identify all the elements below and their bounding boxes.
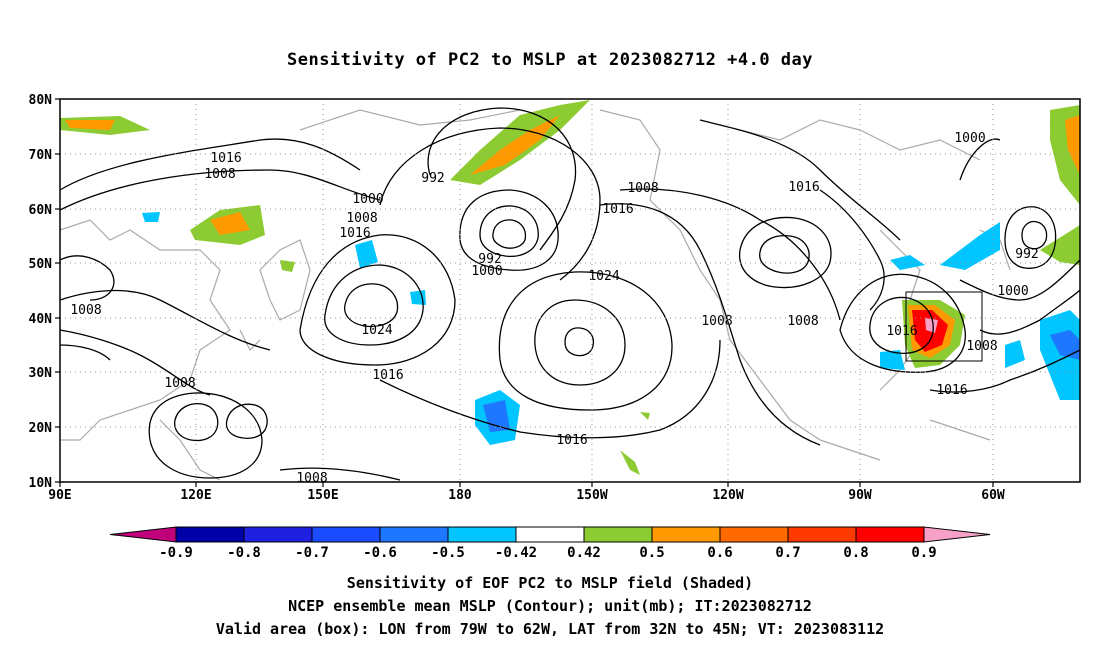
lat-label: 50N — [29, 257, 53, 272]
colorbar-arrow-high — [923, 526, 991, 543]
contour-label: 1000 — [997, 284, 1028, 299]
contour-label: 1008 — [204, 167, 235, 182]
colorbar-label: 0.5 — [639, 545, 664, 561]
contour-label: 1016 — [788, 180, 819, 195]
contour-label: 1016 — [936, 383, 967, 398]
colorbar-label: 0.6 — [707, 545, 732, 561]
colorbar-label: 0.42 — [567, 545, 601, 561]
contour-label: 1008 — [346, 211, 377, 226]
colorbar-label: -0.6 — [363, 545, 397, 561]
lat-label: 20N — [29, 421, 53, 436]
colorbar-swatch — [243, 526, 313, 543]
caption-contour: NCEP ensemble mean MSLP (Contour); unit(… — [288, 597, 812, 615]
colorbar-swatch — [311, 526, 381, 543]
lat-label: 10N — [29, 476, 53, 491]
contour-label: 1016 — [339, 226, 370, 241]
contour-label: 992 — [1015, 247, 1038, 262]
contour-label: 1016 — [210, 151, 241, 166]
caption-shading: Sensitivity of EOF PC2 to MSLP field (Sh… — [346, 574, 754, 592]
lat-label: 70N — [29, 148, 53, 163]
longitude-labels: 90E 120E 150E 180 150W 120W 90W 60W — [48, 488, 1005, 503]
colorbar-label: -0.9 — [159, 545, 193, 561]
lat-label: 40N — [29, 312, 53, 327]
contour-label: 992 — [421, 171, 444, 186]
lon-label: 60W — [981, 488, 1005, 503]
lon-label: 180 — [448, 488, 472, 503]
colorbar-label: -0.5 — [431, 545, 465, 561]
colorbar: -0.9 -0.8 -0.7 -0.6 -0.5 -0.42 0.42 0.5 0.6 0.7 0.… — [109, 526, 991, 561]
colorbar-label: -0.8 — [227, 545, 261, 561]
valid-area-box — [905, 291, 983, 362]
colorbar-swatch — [651, 526, 721, 543]
colorbar-swatch — [855, 526, 925, 543]
figure-title: Sensitivity of PC2 to MSLP at 2023082712… — [286, 50, 813, 70]
lat-label: 80N — [29, 93, 53, 108]
colorbar-swatch — [447, 526, 517, 543]
lon-label: 120E — [180, 488, 211, 503]
colorbar-swatch — [175, 526, 245, 543]
colorbar-label: -0.42 — [495, 545, 537, 561]
lon-label: 150W — [576, 488, 607, 503]
lat-label: 30N — [29, 366, 53, 381]
colorbar-swatch — [379, 526, 449, 543]
contour-label: 1024 — [588, 269, 619, 284]
contour-label: 1008 — [164, 376, 195, 391]
lat-label: 60N — [29, 203, 53, 218]
contour-label: 1000 — [954, 131, 985, 146]
contour-label: 1016 — [556, 433, 587, 448]
colorbar-swatch — [515, 526, 585, 543]
lon-label: 120W — [712, 488, 743, 503]
sensitivity-shading — [60, 100, 1080, 475]
colorbar-label: 0.9 — [911, 545, 936, 561]
latitude-labels: 80N 70N 60N 50N 40N 30N 20N 10N — [29, 93, 53, 491]
mslp-contours — [59, 107, 1081, 481]
colorbar-label: 0.7 — [775, 545, 800, 561]
caption-valid-area: Valid area (box): LON from 79W to 62W, L… — [215, 620, 885, 638]
contour-label: 1016 — [602, 202, 633, 217]
contour-label: 1008 — [787, 314, 818, 329]
contour-label: 1008 — [70, 303, 101, 318]
contour-label: 1000 — [471, 264, 502, 279]
contour-label: 1008 — [701, 314, 732, 329]
axis-ticks — [55, 98, 994, 487]
colorbar-label: -0.7 — [295, 545, 329, 561]
contour-label: 1016 — [372, 368, 403, 383]
lon-label: 90E — [48, 488, 71, 503]
lon-label: 90W — [848, 488, 872, 503]
contour-label: 1000 — [352, 192, 383, 207]
colorbar-swatch — [787, 526, 857, 543]
contour-label: 1016 — [886, 324, 917, 339]
colorbar-swatch — [719, 526, 789, 543]
map-frame — [59, 98, 1081, 483]
lon-label: 150E — [307, 488, 338, 503]
colorbar-arrow-low — [109, 526, 177, 543]
map-plot-area — [60, 99, 1080, 482]
colorbar-label: 0.8 — [843, 545, 868, 561]
contour-label: 1024 — [361, 323, 392, 338]
colorbar-swatch — [583, 526, 653, 543]
contour-label: 1008 — [627, 181, 658, 196]
grid-lines — [60, 99, 1080, 482]
